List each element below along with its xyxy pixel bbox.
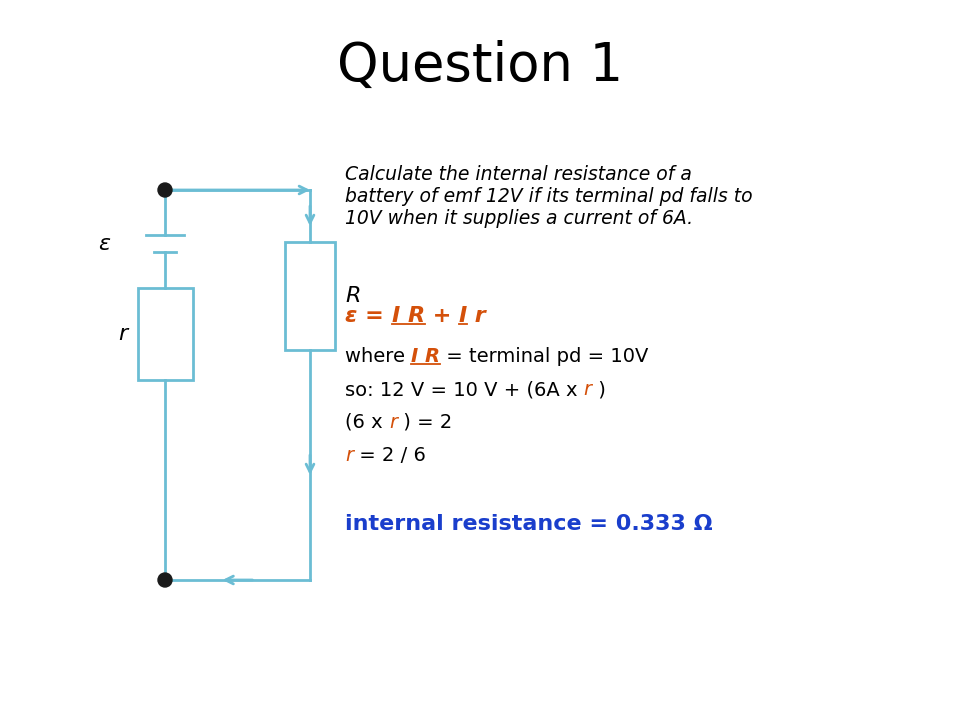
Text: = 2 / 6: = 2 / 6 <box>353 446 426 465</box>
Text: R: R <box>345 286 361 306</box>
Bar <box>285 242 335 350</box>
Text: r: r <box>467 306 486 326</box>
Text: r: r <box>584 380 591 399</box>
Text: r: r <box>389 413 396 432</box>
Text: 10V when it supplies a current of 6A.: 10V when it supplies a current of 6A. <box>345 209 693 228</box>
Text: I R: I R <box>392 306 424 326</box>
Text: r: r <box>345 446 353 465</box>
Text: I R: I R <box>411 347 441 366</box>
Text: = terminal pd = 10V: = terminal pd = 10V <box>441 347 649 366</box>
Text: ): ) <box>591 380 606 399</box>
Text: Question 1: Question 1 <box>337 40 623 92</box>
Text: so: 12 V = 10 V + (6A x: so: 12 V = 10 V + (6A x <box>345 380 584 399</box>
Text: internal resistance = 0.333 Ω: internal resistance = 0.333 Ω <box>345 514 712 534</box>
Circle shape <box>158 183 172 197</box>
Text: battery of emf 12V if its terminal pd falls to: battery of emf 12V if its terminal pd fa… <box>345 187 753 206</box>
Bar <box>137 288 193 380</box>
Text: ε =: ε = <box>345 306 392 326</box>
Text: +: + <box>424 306 459 326</box>
Text: ) = 2: ) = 2 <box>396 413 452 432</box>
Text: r: r <box>118 324 128 344</box>
Circle shape <box>158 573 172 587</box>
Text: (6 x: (6 x <box>345 413 389 432</box>
Text: I: I <box>459 306 467 326</box>
Text: ε: ε <box>98 233 110 253</box>
Text: where: where <box>345 347 411 366</box>
Text: Calculate the internal resistance of a: Calculate the internal resistance of a <box>345 165 692 184</box>
